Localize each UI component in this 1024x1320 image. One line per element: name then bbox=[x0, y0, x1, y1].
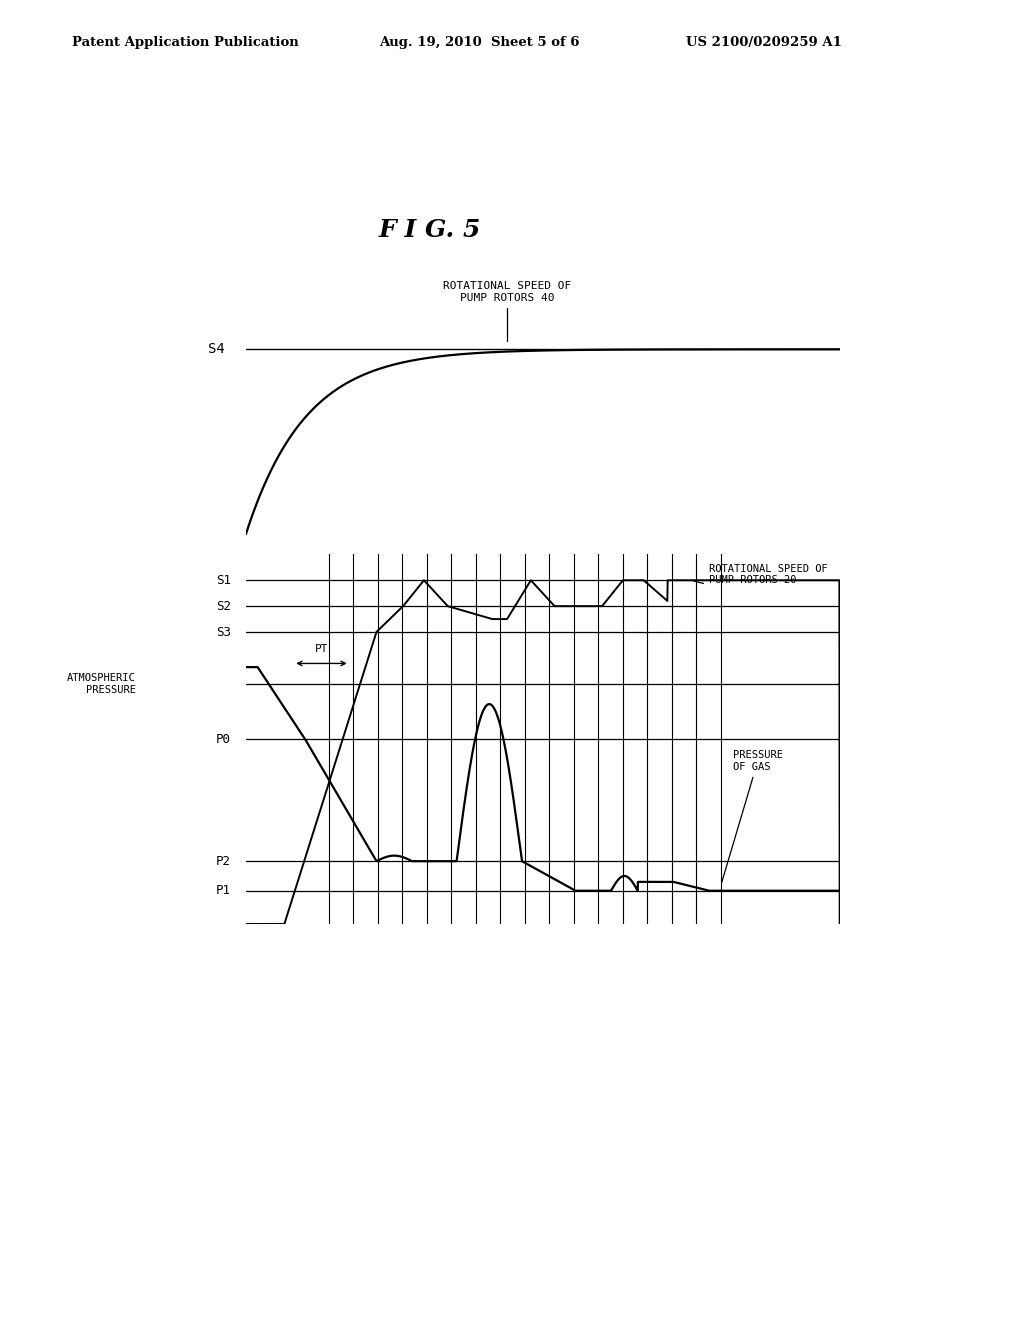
Text: P1: P1 bbox=[216, 884, 230, 898]
Text: Aug. 19, 2010  Sheet 5 of 6: Aug. 19, 2010 Sheet 5 of 6 bbox=[379, 36, 580, 49]
Text: S4: S4 bbox=[208, 342, 225, 356]
Text: P0: P0 bbox=[216, 733, 230, 746]
Text: S3: S3 bbox=[216, 626, 230, 639]
Text: S1: S1 bbox=[216, 574, 230, 587]
Text: P2: P2 bbox=[216, 854, 230, 867]
Text: US 2100/0209259 A1: US 2100/0209259 A1 bbox=[686, 36, 842, 49]
Text: ATMOSPHERIC
PRESSURE: ATMOSPHERIC PRESSURE bbox=[68, 673, 136, 694]
Text: S2: S2 bbox=[216, 599, 230, 612]
Text: PRESSURE
OF GAS: PRESSURE OF GAS bbox=[722, 750, 782, 883]
Text: ROTATIONAL SPEED OF
PUMP ROTORS 20: ROTATIONAL SPEED OF PUMP ROTORS 20 bbox=[694, 564, 827, 585]
Text: Patent Application Publication: Patent Application Publication bbox=[72, 36, 298, 49]
Text: ROTATIONAL SPEED OF
PUMP ROTORS 40: ROTATIONAL SPEED OF PUMP ROTORS 40 bbox=[443, 281, 571, 342]
Text: F I G. 5: F I G. 5 bbox=[379, 218, 481, 242]
Text: PT: PT bbox=[314, 644, 329, 655]
